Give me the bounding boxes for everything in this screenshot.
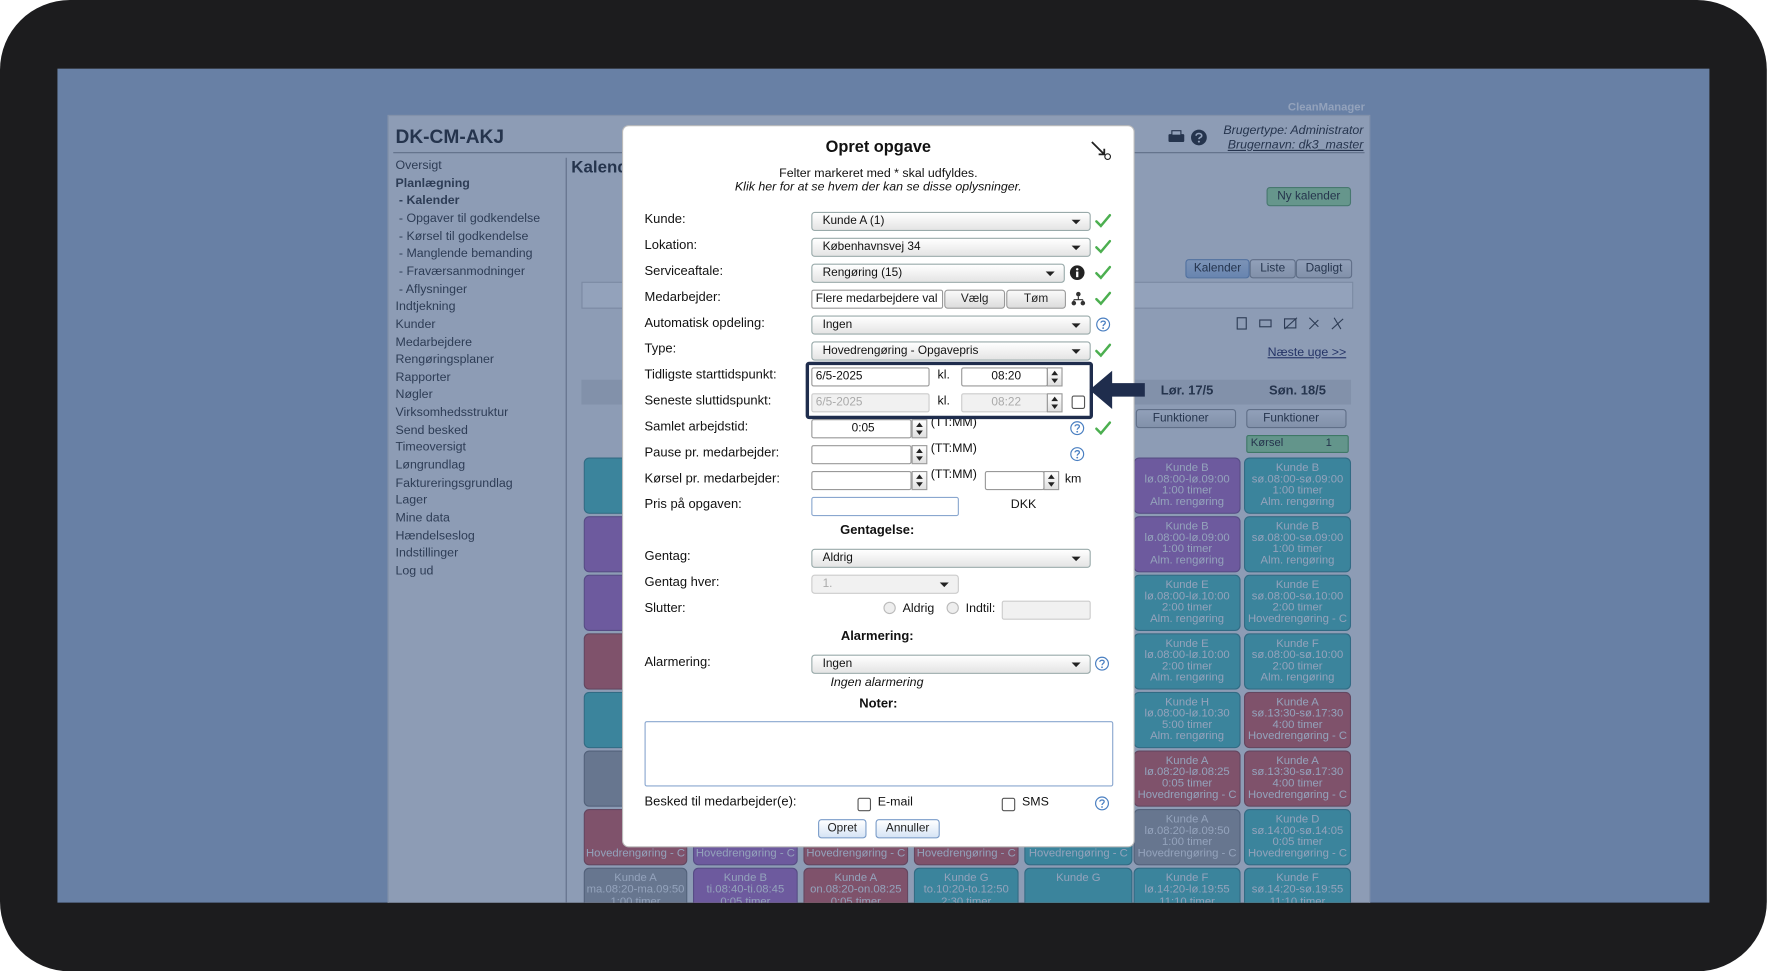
info-icon[interactable] [1069, 265, 1085, 281]
spinner[interactable] [911, 471, 928, 491]
field-label: Tidligste starttidspunkt: [644, 368, 777, 382]
highlight-box [805, 361, 1093, 420]
latest_end-date[interactable]: 6/5-2025 [811, 393, 930, 413]
field-label: Lokation: [644, 238, 698, 253]
spinner[interactable] [911, 445, 928, 465]
field-label: Automatisk opdeling: [644, 316, 765, 331]
valid-check [1094, 238, 1112, 256]
notes-heading: Noter: [859, 697, 898, 712]
clear-button[interactable]: Tøm [1006, 289, 1066, 309]
field-label: Besked til medarbejder(e): [644, 795, 797, 810]
email-checkbox[interactable] [857, 797, 872, 812]
ends-until: Indtil: [965, 601, 996, 616]
break-field[interactable] [811, 445, 912, 465]
service_agreement-select[interactable]: Rengøring (15) [811, 263, 1065, 283]
break-unit: (TT:MM) [930, 441, 977, 456]
field-label: Seneste sluttidspunkt: [644, 394, 772, 408]
create-task-dialog: Opret opgave Felter markeret med * skal … [621, 125, 1135, 848]
earliest_start-at: kl. [937, 368, 950, 382]
field-label: Gentag: [644, 549, 691, 564]
choose-button[interactable]: Vælg [944, 289, 1006, 309]
field-label: Pris på opgaven: [644, 498, 742, 512]
field-label: Slutter: [644, 601, 686, 616]
help-icon[interactable] [1094, 796, 1110, 812]
alarm-select[interactable]: Ingen [811, 654, 1091, 674]
required-note: Felter markeret med * skal udfyldes. [779, 166, 978, 181]
field-label: Pause pr. medarbejder: [644, 446, 780, 460]
screen: CleanManager DK-CM-AKJ Brugertype: Admin… [57, 68, 1710, 903]
dialog-title: Opret opgave [825, 138, 932, 157]
total_work_time-unit: (TT:MM) [930, 415, 977, 430]
latest_end-at: kl. [937, 394, 950, 408]
field-label: Samlet arbejdstid: [644, 420, 749, 434]
visibility-link[interactable]: Klik her for at se hvem der kan se disse… [734, 180, 1022, 194]
field-label: Gentag hver: [644, 575, 720, 590]
create-button[interactable]: Opret [818, 819, 867, 839]
valid-check [1094, 212, 1112, 230]
ends-until-radio[interactable] [946, 601, 959, 615]
driving-unit: (TT:MM) [930, 467, 977, 482]
distance-field[interactable] [984, 471, 1045, 491]
email-label: E-mail [877, 795, 913, 810]
close-button[interactable] [1090, 140, 1113, 161]
sms-label: SMS [1022, 795, 1049, 810]
time-spinner[interactable] [1046, 393, 1063, 413]
help-icon[interactable] [1094, 656, 1110, 672]
sms-checkbox[interactable] [1001, 797, 1016, 812]
earliest_start-time[interactable]: 08:20 [961, 367, 1048, 387]
latest_end-time[interactable]: 08:22 [961, 393, 1048, 413]
alarm-heading: Alarmering: [840, 629, 914, 644]
employee-field[interactable]: Flere medarbejdere val [811, 289, 944, 309]
screen-content: CleanManager DK-CM-AKJ Brugertype: Admin… [57, 68, 1710, 903]
total_work_time-field[interactable]: 0:05 [811, 419, 912, 439]
field-label: Type: [644, 342, 677, 357]
valid-check [1094, 341, 1112, 359]
notes-textarea[interactable] [644, 721, 1114, 787]
spinner[interactable] [1043, 471, 1060, 491]
highlight-arrow [1089, 370, 1145, 410]
org-icon[interactable] [1070, 291, 1086, 307]
price-currency: DKK [1010, 498, 1037, 512]
field-label: Serviceaftale: [644, 264, 724, 279]
latest-end-toggle[interactable] [1071, 395, 1086, 410]
help-icon[interactable] [1095, 317, 1111, 333]
auto_split-select[interactable]: Ingen [811, 315, 1091, 335]
valid-check [1094, 419, 1112, 437]
price-field[interactable] [811, 496, 959, 517]
ends-never-radio[interactable] [883, 601, 896, 615]
cancel-button[interactable]: Annuller [875, 819, 940, 839]
type-select[interactable]: Hovedrengøring - Opgavepris [811, 341, 1091, 361]
spinner[interactable] [911, 419, 928, 439]
earliest_start-date[interactable]: 6/5-2025 [811, 367, 930, 387]
ends-until-field[interactable] [1001, 600, 1091, 620]
repeat-select[interactable]: Aldrig [811, 548, 1091, 568]
repeat-every-select[interactable]: 1. [811, 574, 959, 594]
field-label: Alarmering: [644, 655, 711, 670]
distance-unit: km [1064, 472, 1082, 486]
customer-select[interactable]: Kunde A (1) [811, 211, 1091, 231]
field-label: Kunde: [644, 212, 686, 227]
ends-never: Aldrig [902, 601, 935, 616]
valid-check [1094, 264, 1112, 282]
valid-check [1094, 290, 1112, 308]
help-icon[interactable] [1069, 446, 1085, 462]
repeat-heading: Gentagelse: [840, 523, 915, 538]
driving-field[interactable] [811, 471, 912, 491]
help-icon[interactable] [1069, 420, 1085, 436]
location-select[interactable]: Københavnsvej 34 [811, 237, 1091, 257]
time-spinner[interactable] [1046, 367, 1063, 387]
field-label: Kørsel pr. medarbejder: [644, 472, 780, 486]
field-label: Medarbejder: [644, 290, 721, 305]
alarm-note: Ingen alarmering [830, 676, 924, 690]
